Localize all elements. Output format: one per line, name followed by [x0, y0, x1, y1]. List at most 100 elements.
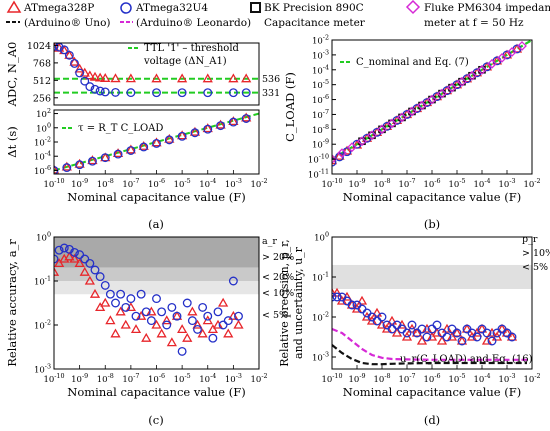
- band-gt-20: [54, 237, 259, 268]
- x-tick-label: 10-7: [122, 177, 139, 190]
- legend-label-atmega32u4: ATmega32U4: [135, 2, 208, 14]
- data-point: [467, 70, 477, 81]
- data-point: [164, 133, 175, 143]
- right-value-label: 536: [262, 74, 280, 85]
- x-tick-label: 10-5: [448, 177, 465, 190]
- data-point: [332, 154, 337, 165]
- band-label: p_r: [522, 234, 538, 245]
- data-point: [95, 72, 106, 82]
- data-point: [407, 320, 417, 330]
- data-point: [496, 323, 508, 333]
- data-point: [402, 328, 412, 338]
- data-point: [335, 152, 344, 162]
- data-point: [87, 156, 97, 166]
- data-point: [427, 94, 437, 105]
- data-point: [506, 331, 518, 341]
- data-point: [346, 299, 358, 309]
- data-point: [228, 88, 238, 98]
- data-point: [223, 316, 233, 326]
- data-point: [126, 88, 136, 98]
- data-point: [407, 106, 417, 117]
- data-point: [233, 319, 244, 329]
- data-point: [218, 320, 228, 330]
- data-point: [418, 101, 426, 110]
- data-point: [112, 148, 124, 158]
- y-tick-label: 10-10: [308, 153, 329, 166]
- x-tick-label: 10-4: [473, 372, 490, 385]
- data-point: [156, 328, 167, 338]
- data-point: [136, 289, 146, 299]
- data-point: [113, 149, 123, 159]
- x-tick-label: 10-6: [148, 372, 165, 385]
- band-label: < 5%: [522, 262, 548, 273]
- data-point: [487, 336, 497, 346]
- data-point: [507, 332, 517, 342]
- data-point: [90, 84, 100, 94]
- data-point: [100, 72, 111, 82]
- legend-item-atmega328p: ATmega328P (Arduino® Uno): [6, 0, 111, 29]
- band-label: < 20%: [262, 272, 294, 283]
- data-point: [428, 95, 436, 104]
- y-tick-label: 10-3: [312, 48, 329, 61]
- x-tick-label: 10-8: [373, 372, 390, 385]
- data-point: [100, 297, 111, 307]
- data-point: [125, 73, 136, 83]
- data-point: [70, 58, 79, 68]
- y-tick-label: 100: [314, 231, 329, 244]
- circle-marker-icon: [120, 2, 132, 14]
- data-point: [54, 258, 65, 268]
- data-point: [151, 73, 162, 83]
- x-tick-label: 10-5: [174, 177, 191, 190]
- x-axis-label: Nominal capacitance value (F): [343, 190, 521, 204]
- band-label: > 10%: [522, 248, 550, 259]
- data-point: [193, 324, 202, 334]
- data-point: [332, 287, 343, 297]
- data-point: [332, 287, 338, 297]
- data-point: [138, 140, 149, 150]
- data-point: [125, 302, 136, 312]
- data-point: [177, 130, 188, 140]
- data-point: [70, 247, 79, 257]
- data-point: [517, 41, 527, 51]
- data-point: [75, 68, 85, 78]
- data-point: [368, 131, 376, 140]
- data-point: [357, 136, 367, 147]
- data-point: [164, 135, 174, 145]
- data-point: [241, 88, 251, 98]
- legend-item-bk-precision: BK Precision 890C Capacitance meter: [250, 2, 366, 29]
- data-point: [100, 87, 110, 97]
- data-point: [388, 119, 396, 128]
- data-point: [126, 294, 136, 304]
- data-point: [203, 311, 213, 321]
- data-point: [64, 50, 74, 60]
- data-point: [74, 63, 85, 73]
- data-point: [202, 123, 213, 133]
- x-tick-label: 10-2: [523, 372, 540, 385]
- panel-label: (a): [148, 217, 164, 231]
- data-point: [442, 332, 452, 342]
- data-point: [61, 161, 72, 171]
- x-tick-label: 10-2: [250, 177, 267, 190]
- panel-d: 10-3 10-2 10-1 100 Relative precision, p_r, a…: [278, 231, 550, 428]
- plots-layer: 256 512 768 1024 536 331 ADC, N_A0 TTL '1' – th…: [5, 34, 550, 428]
- x-tick-label: 10-7: [398, 372, 415, 385]
- y-tick-label: 10-2: [312, 34, 329, 47]
- panel-a: 256 512 768 1024 536 331 ADC, N_A0 TTL '1' – th…: [5, 41, 280, 231]
- data-point: [458, 77, 466, 86]
- data-point: [120, 319, 131, 329]
- data-point: [69, 56, 80, 66]
- data-point: [422, 332, 432, 342]
- triangle-marker-icon: [6, 0, 22, 13]
- x-tick-label: 10-9: [348, 372, 365, 385]
- data-point: [141, 307, 151, 317]
- x-tick-label: 10-4: [473, 177, 490, 190]
- data-point: [228, 116, 239, 126]
- data-point: [371, 307, 383, 317]
- y-axis-label: ADC, N_A0: [5, 42, 19, 108]
- data-point: [202, 73, 213, 83]
- data-point: [208, 333, 218, 343]
- data-point: [416, 335, 428, 345]
- diamond-marker-icon: [405, 0, 421, 15]
- band-lt-20: [54, 267, 259, 281]
